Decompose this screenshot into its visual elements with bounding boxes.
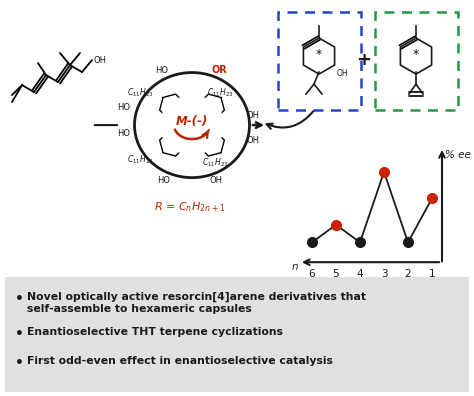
Text: $C_{11}H_{23}$: $C_{11}H_{23}$ [128,87,154,99]
Text: OH: OH [247,110,260,120]
Text: 1: 1 [428,269,435,279]
Text: HO: HO [155,66,168,74]
Text: C$_n$H$_{2n+1}$: C$_n$H$_{2n+1}$ [350,277,394,291]
Text: OH: OH [94,55,107,65]
Text: *: * [413,48,419,61]
Text: $C_{11}H_{23}$: $C_{11}H_{23}$ [202,157,228,169]
Text: 2: 2 [405,269,411,279]
Text: HO: HO [117,129,130,137]
Text: OH: OH [210,176,223,185]
Text: 4: 4 [357,269,363,279]
Text: 5: 5 [333,269,339,279]
Text: R = C$_n$H$_{2n+1}$: R = C$_n$H$_{2n+1}$ [154,200,226,214]
Text: 3: 3 [381,269,387,279]
Text: HO: HO [117,103,130,112]
Text: OR: OR [212,65,228,75]
Text: M-(-): M-(-) [176,114,208,128]
Text: 6: 6 [309,269,315,279]
Ellipse shape [159,95,225,155]
Text: $C_{11}H_{23}$: $C_{11}H_{23}$ [207,87,234,99]
Text: HO: HO [157,176,170,185]
Text: *: * [316,48,322,61]
Text: OH: OH [337,69,348,78]
Text: OH: OH [247,135,260,145]
Text: •: • [15,327,24,341]
Text: Enantioselective THT terpene cyclizations: Enantioselective THT terpene cyclization… [27,327,283,337]
Text: +: + [356,51,372,69]
Text: Novel optically active resorcin[4]arene derivatives that
self-assemble to hexame: Novel optically active resorcin[4]arene … [27,292,366,314]
Text: n: n [292,262,298,272]
FancyBboxPatch shape [278,12,361,110]
Text: •: • [15,356,24,370]
Text: •: • [15,292,24,306]
FancyBboxPatch shape [5,277,469,392]
Text: $C_{11}H_{23}$: $C_{11}H_{23}$ [128,154,154,166]
Text: % ee: % ee [445,150,471,160]
Text: First odd-even effect in enantioselective catalysis: First odd-even effect in enantioselectiv… [27,356,333,366]
FancyBboxPatch shape [375,12,458,110]
